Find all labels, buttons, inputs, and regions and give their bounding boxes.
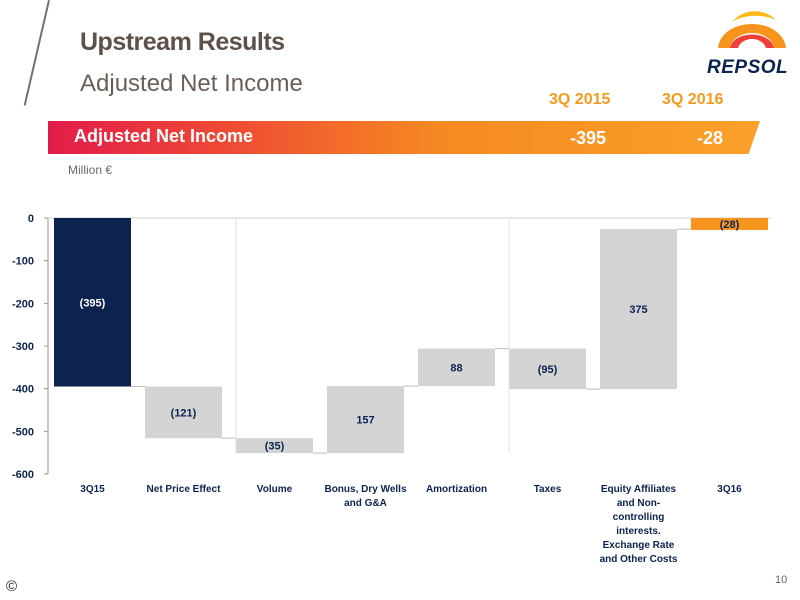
x-category-label: and G&A <box>344 498 387 509</box>
x-category-label: Bonus, Dry Wells <box>324 484 406 495</box>
logo-wordmark: REPSOL <box>707 57 789 78</box>
copyright-symbol: © <box>6 578 18 595</box>
x-category-label: and Non- <box>617 498 660 509</box>
data-label: (28) <box>720 219 740 231</box>
x-category-label: Taxes <box>534 484 562 495</box>
x-category-label: Net Price Effect <box>147 484 222 495</box>
x-category-label: Volume <box>257 484 293 495</box>
repsol-logo-icon <box>718 11 786 48</box>
page-title: Upstream Results <box>80 28 285 56</box>
data-label: (95) <box>538 364 558 376</box>
x-category-label: 3Q15 <box>80 484 105 495</box>
bar <box>145 386 222 439</box>
x-category-label: 3Q16 <box>717 484 742 495</box>
y-tick-label: -100 <box>12 256 34 268</box>
kpi-value-3q2015: -395 <box>570 128 607 148</box>
bar <box>54 218 131 387</box>
x-category-label: Exchange Rate <box>603 540 675 551</box>
data-label: (121) <box>171 407 197 419</box>
y-tick-label: 0 <box>28 213 34 225</box>
decorative-diagonal-line <box>23 0 50 106</box>
y-tick-label: -400 <box>12 384 34 396</box>
bar <box>327 386 404 454</box>
x-category-label: Amortization <box>426 484 487 495</box>
x-category-label: interests. <box>616 526 661 537</box>
kpi-value-3q2016: -28 <box>697 128 724 148</box>
bar <box>600 229 677 390</box>
column-header-3q2016: 3Q 2016 <box>662 91 724 108</box>
kpi-banner-label: Adjusted Net Income <box>74 126 254 146</box>
y-tick-label: -600 <box>12 469 34 481</box>
waterfall-chart: 0 -100 -200 -300 -400 -500 -600 (395) 3Q15 (121) N… <box>12 213 770 565</box>
data-label: (395) <box>80 297 106 309</box>
data-label: 375 <box>629 304 647 316</box>
column-header-3q2015: 3Q 2015 <box>549 91 611 108</box>
y-tick-label: -200 <box>12 298 34 310</box>
bar <box>236 438 313 454</box>
bar <box>509 348 586 390</box>
page-number: 10 <box>775 574 788 586</box>
page-subtitle: Adjusted Net Income <box>80 70 303 97</box>
data-label: 88 <box>450 362 462 374</box>
kpi-banner <box>48 121 760 154</box>
data-label: (35) <box>265 441 285 453</box>
bar <box>418 348 495 387</box>
x-category-label: Equity Affiliates <box>601 484 677 495</box>
data-label: 157 <box>356 415 374 427</box>
x-category-label: and Other Costs <box>600 554 678 565</box>
bar <box>691 218 768 230</box>
unit-label: Million € <box>68 163 113 177</box>
y-tick-label: -300 <box>12 341 34 353</box>
x-category-label: controlling <box>613 512 665 523</box>
y-tick-label: -500 <box>12 426 34 438</box>
